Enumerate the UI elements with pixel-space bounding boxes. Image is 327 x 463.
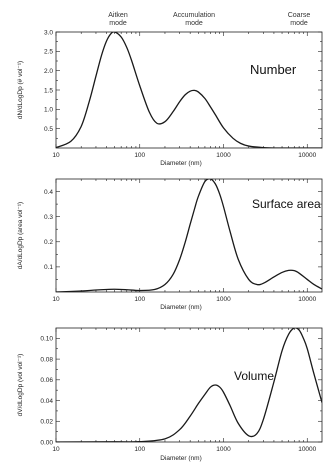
coarse-mode-label: Coarse mode <box>287 12 311 27</box>
x-tick-label: 1000 <box>216 296 231 303</box>
y-tick-label: 1.0 <box>44 107 53 114</box>
series-line <box>56 328 322 442</box>
x-tick-label: 1000 <box>216 446 231 453</box>
y-axis-label: dA/dLogDp (area vol⁻¹) <box>17 202 24 269</box>
plot-frame <box>55 178 323 293</box>
panel-title: Surface area <box>252 197 321 211</box>
y-tick-label: 0.3 <box>44 214 53 221</box>
y-tick-label: 0.1 <box>44 264 53 271</box>
plot-frame <box>55 31 323 149</box>
x-tick-label: 10000 <box>298 446 316 453</box>
x-axis-label: Diameter (nm) <box>160 304 202 311</box>
x-tick-label: 1000 <box>216 152 231 159</box>
y-axis-label: dN/dLogDp (# vol⁻¹) <box>17 61 24 119</box>
aitken-mode-label: Aitken mode <box>108 12 128 27</box>
x-tick-label: 10000 <box>298 296 316 303</box>
y-tick-label: 2.5 <box>44 49 53 56</box>
plot-frame <box>55 327 323 443</box>
y-tick-label: 3.0 <box>44 29 53 36</box>
series-line <box>56 179 322 292</box>
panel-title: Number <box>250 62 297 77</box>
chart-panel-3: 10 100 1000 10000 0.00 0.02 0.04 0.06 0.08 0.10 Di… <box>17 327 323 462</box>
x-axis-label: Diameter (nm) <box>160 455 202 462</box>
series-line <box>56 32 322 148</box>
x-tick-label: 100 <box>134 152 145 159</box>
y-tick-label: 0.08 <box>40 356 53 363</box>
y-tick-label: 0.10 <box>40 336 53 343</box>
y-tick-label: 0.5 <box>44 126 53 133</box>
y-tick-label: 0.4 <box>44 189 53 196</box>
panel-title: Volume <box>234 369 274 383</box>
chart-panel-1: 10 100 1000 10000 0.5 1.0 1.5 2.0 2.5 3.0 Diameter… <box>17 29 323 167</box>
x-axis-label: Diameter (nm) <box>160 160 202 167</box>
accumulation-mode-label: Accumulation mode <box>172 12 216 27</box>
x-tick-label: 10 <box>52 446 60 453</box>
y-axis-label: dV/dLogDp (vol vol⁻¹) <box>17 354 24 417</box>
x-tick-label: 100 <box>134 446 145 453</box>
y-tick-label: 1.5 <box>44 87 53 94</box>
y-tick-label: 0.00 <box>40 439 53 446</box>
y-tick-label: 0.02 <box>40 419 53 426</box>
y-tick-label: 2.0 <box>44 68 53 75</box>
x-tick-label: 100 <box>134 296 145 303</box>
y-tick-label: 0.04 <box>40 398 53 405</box>
chart-panel-2: 10 100 1000 10000 0.1 0.2 0.3 0.4 Diameter (nm) d… <box>17 178 323 311</box>
x-tick-label: 10000 <box>298 152 316 159</box>
x-tick-label: 10 <box>52 296 60 303</box>
y-tick-label: 0.2 <box>44 239 53 246</box>
x-tick-label: 10 <box>52 152 60 159</box>
y-tick-label: 0.06 <box>40 377 53 384</box>
